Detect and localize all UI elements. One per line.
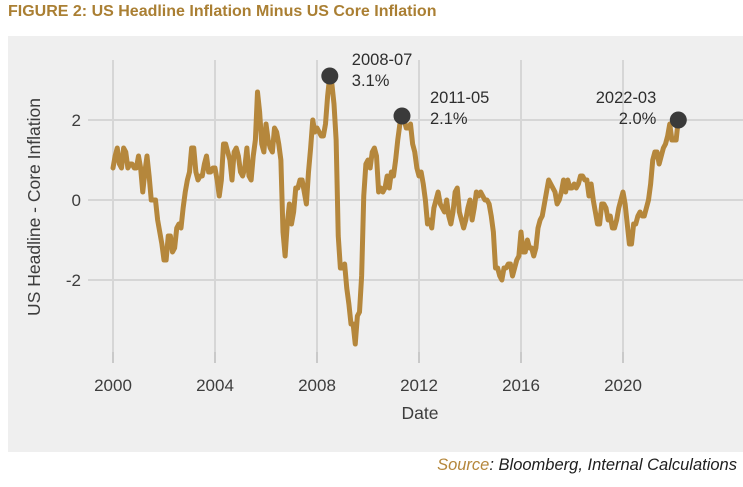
x-axis-title: Date bbox=[402, 403, 439, 423]
x-axis-tick-labels: 2000 2004 2008 2012 2016 2020 bbox=[94, 376, 642, 395]
y-axis-tick-labels: 2 0 -2 bbox=[66, 111, 81, 290]
x-tick-label-2020: 2020 bbox=[604, 376, 642, 395]
x-tick-label-2004: 2004 bbox=[196, 376, 234, 395]
chart-panel-background bbox=[8, 36, 743, 452]
annotation-markers bbox=[321, 67, 687, 129]
annotation-marker-2 bbox=[669, 111, 687, 129]
x-tick-label-2008: 2008 bbox=[298, 376, 336, 395]
inflation-line bbox=[110, 73, 681, 347]
annotation-marker-1 bbox=[393, 107, 411, 125]
source-label: Source bbox=[437, 456, 490, 474]
source-note: Source: Bloomberg, Internal Calculations bbox=[437, 456, 737, 475]
x-tick-label-2012: 2012 bbox=[400, 376, 438, 395]
x-tick-label-2016: 2016 bbox=[502, 376, 540, 395]
annotation-labels: 2008-07 3.1% 2011-05 2.1% 2022-03 2.0% bbox=[352, 51, 657, 128]
y-tick-label-neg2: -2 bbox=[66, 271, 81, 290]
x-tick-label-2000: 2000 bbox=[94, 376, 132, 395]
y-axis-title: US Headline - Core Inflation bbox=[24, 98, 44, 316]
annotation-date-0: 2008-07 bbox=[352, 51, 413, 69]
source-text: : Bloomberg, Internal Calculations bbox=[489, 456, 737, 474]
annotation-date-2: 2022-03 bbox=[596, 89, 657, 107]
y-tick-label-0: 0 bbox=[72, 191, 81, 210]
annotation-value-2: 2.0% bbox=[619, 110, 657, 128]
annotation-date-1: 2011-05 bbox=[430, 89, 489, 107]
annotation-value-1: 2.1% bbox=[430, 110, 468, 128]
x-axis-tick-marks bbox=[112, 352, 624, 363]
figure-title: FIGURE 2: US Headline Inflation Minus US… bbox=[8, 3, 437, 20]
y-tick-label-2: 2 bbox=[72, 111, 81, 130]
chart-area: 2008-07 3.1% 2011-05 2.1% 2022-03 2.0% 2… bbox=[0, 36, 743, 452]
annotation-marker-0 bbox=[321, 67, 339, 85]
horizontal-gridlines bbox=[88, 119, 743, 281]
inflation-chart-svg: 2008-07 3.1% 2011-05 2.1% 2022-03 2.0% 2… bbox=[8, 36, 743, 452]
annotation-value-0: 3.1% bbox=[352, 72, 390, 90]
